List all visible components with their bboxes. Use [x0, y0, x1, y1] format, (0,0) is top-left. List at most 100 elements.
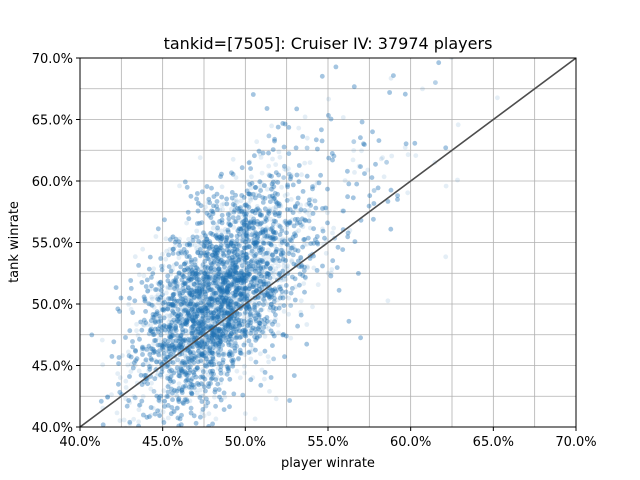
scatter-point [193, 259, 199, 265]
scatter-point [168, 328, 174, 334]
scatter-point [388, 75, 394, 81]
scatter-point [196, 282, 202, 288]
scatter-point [323, 250, 329, 256]
scatter-point [229, 206, 234, 212]
scatter-point [160, 347, 166, 353]
scatter-point [222, 301, 228, 307]
scatter-point [264, 225, 270, 231]
scatter-point [215, 255, 220, 260]
scatter-point [244, 320, 250, 326]
scatter-point [255, 303, 260, 308]
scatter-point [276, 330, 281, 336]
scatter-point [282, 193, 288, 199]
scatter-point [219, 246, 225, 252]
scatter-point [284, 236, 290, 242]
scatter-point [153, 234, 159, 239]
scatter-point [174, 394, 180, 399]
scatter-point [276, 263, 281, 269]
scatter-point [242, 340, 248, 346]
scatter-point [281, 309, 287, 314]
scatter-point [211, 335, 216, 341]
scatter-point [193, 387, 199, 393]
scatter-point [169, 372, 175, 377]
scatter-point [264, 279, 270, 284]
scatter-point [213, 416, 219, 422]
scatter-point [225, 258, 231, 263]
scatter-point [194, 228, 200, 234]
scatter-point [168, 312, 174, 318]
scatter-point [273, 199, 279, 204]
scatter-point [216, 246, 221, 252]
scatter-point [248, 250, 254, 256]
scatter-point [277, 154, 283, 160]
scatter-point [279, 184, 284, 190]
scatter-point [163, 302, 169, 308]
scatter-point [413, 153, 419, 159]
scatter-point [378, 156, 384, 162]
scatter-point [187, 381, 193, 387]
scatter-point [242, 207, 248, 213]
scatter-point [200, 295, 206, 301]
scatter-point [160, 354, 166, 359]
scatter-point [273, 162, 279, 168]
scatter-point [296, 125, 302, 131]
scatter-point [217, 292, 222, 297]
scatter-point [123, 378, 129, 384]
scatter-point [100, 362, 106, 368]
scatter-point [247, 314, 253, 320]
scatter-point [178, 360, 184, 366]
scatter-point [261, 270, 267, 275]
scatter-point [273, 266, 279, 272]
scatter-point [240, 284, 246, 289]
scatter-point [180, 366, 186, 372]
scatter-point [242, 370, 248, 376]
scatter-point [208, 377, 214, 382]
scatter-point [222, 335, 227, 341]
scatter-point [443, 183, 449, 189]
scatter-point [455, 122, 461, 128]
scatter-point [153, 359, 159, 364]
scatter-point [194, 301, 200, 307]
scatter-point [165, 415, 171, 421]
scatter-point [205, 264, 211, 270]
scatter-point [159, 374, 165, 380]
scatter-point [238, 350, 243, 356]
scatter-point [190, 263, 196, 269]
scatter-point [301, 281, 307, 286]
scatter-point [171, 329, 177, 334]
scatter-point [216, 328, 221, 334]
scatter-point [228, 339, 234, 345]
scatter-point [115, 371, 121, 376]
scatter-point [201, 305, 207, 311]
scatter-point [135, 333, 141, 338]
scatter-point [340, 115, 346, 120]
scatter-point [227, 244, 232, 250]
scatter-point [140, 246, 146, 252]
scatter-point [271, 194, 276, 200]
scatter-point [234, 368, 240, 374]
scatter-point [206, 272, 212, 277]
scatter-point [258, 351, 263, 357]
scatter-point [495, 95, 500, 101]
scatter-point [239, 252, 245, 258]
scatter-point [157, 287, 163, 293]
scatter-point [131, 394, 137, 399]
scatter-point [217, 295, 222, 301]
scatter-point [252, 266, 258, 272]
scatter-point [258, 155, 264, 160]
scatter-point [286, 237, 292, 243]
scatter-point [304, 322, 310, 327]
scatter-point [186, 298, 191, 304]
scatter-point [176, 273, 182, 279]
scatter-point [275, 271, 281, 276]
scatter-point [181, 360, 186, 366]
scatter-point [245, 179, 251, 185]
scatter-point [242, 411, 248, 416]
scatter-point [198, 269, 204, 274]
scatter-point [200, 337, 206, 343]
scatter-point [266, 326, 272, 332]
scatter-point [197, 296, 203, 302]
scatter-point [196, 267, 201, 273]
scatter-point [131, 416, 137, 422]
scatter-point [191, 331, 197, 336]
